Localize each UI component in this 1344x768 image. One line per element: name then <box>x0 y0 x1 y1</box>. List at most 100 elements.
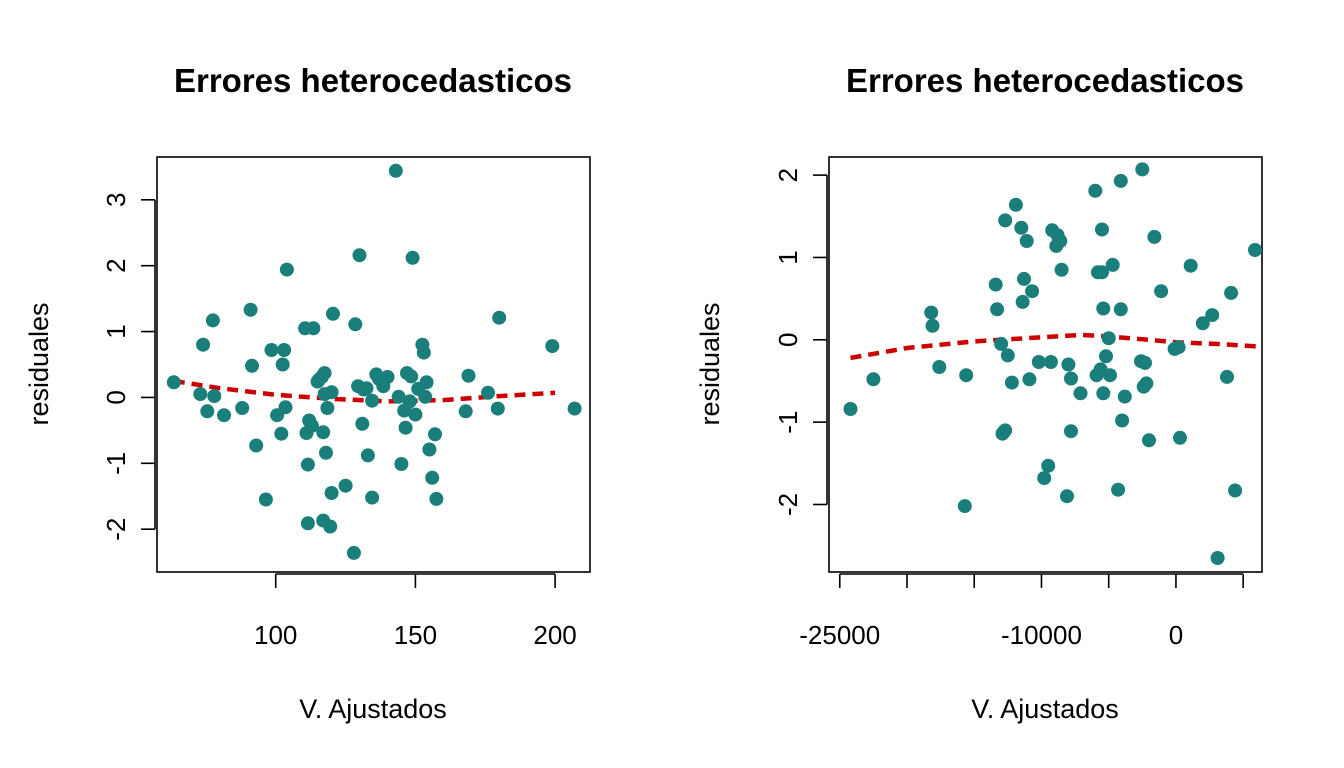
trend-layer <box>173 378 556 404</box>
data-point <box>1008 197 1023 212</box>
data-point <box>1224 285 1239 300</box>
data-point <box>245 358 259 373</box>
y-tick-label: 1 <box>101 324 131 338</box>
data-point <box>1064 371 1078 386</box>
data-point <box>264 343 279 357</box>
data-point <box>932 360 947 374</box>
data-point <box>193 387 208 402</box>
data-point <box>1111 482 1126 497</box>
x-tick-label: 100 <box>254 620 297 650</box>
data-point <box>205 313 220 328</box>
data-point <box>258 492 273 507</box>
data-point <box>323 519 338 534</box>
x-tick-label: -10000 <box>1001 620 1082 650</box>
data-point <box>1043 355 1058 369</box>
data-point <box>355 416 370 431</box>
y-tick-label: 0 <box>101 390 131 404</box>
data-point <box>1248 243 1262 257</box>
data-point <box>196 337 211 352</box>
y-tick-label: 2 <box>101 258 131 272</box>
data-point <box>305 418 319 433</box>
axes: 100 150 200 -2 -1 0 1 2 3 <box>101 193 577 650</box>
data-point <box>1096 386 1111 401</box>
data-point <box>1015 294 1030 309</box>
trend-layer <box>850 332 1257 361</box>
chart-panel-left: Errores heterocedasticos residuales V. A… <box>24 62 591 724</box>
points-layer <box>843 162 1262 565</box>
data-point <box>843 402 858 416</box>
data-point <box>1014 220 1029 235</box>
data-point <box>1101 331 1116 346</box>
y-tick-label: 2 <box>773 168 803 182</box>
data-point <box>924 305 939 320</box>
data-point <box>166 375 181 390</box>
data-point <box>1183 258 1198 273</box>
x-axis-label: V. Ajustados <box>971 694 1119 724</box>
data-point <box>319 445 333 460</box>
data-point <box>388 163 403 178</box>
data-point <box>1096 301 1111 316</box>
chart-title: Errores heterocedasticos <box>174 62 572 99</box>
data-point <box>988 277 1003 292</box>
data-point <box>1138 355 1152 370</box>
data-point <box>461 368 476 383</box>
data-point <box>338 478 353 493</box>
data-point <box>391 389 406 404</box>
data-point <box>380 370 395 384</box>
data-point <box>1105 257 1120 272</box>
data-point <box>274 426 289 441</box>
data-point <box>346 545 361 560</box>
y-tick-label: -1 <box>773 411 803 434</box>
data-point <box>200 404 215 419</box>
data-point <box>243 302 258 317</box>
data-point <box>300 516 315 531</box>
data-point <box>1000 348 1015 363</box>
axes: -25000 -10000 0 -2 -1 0 1 2 <box>773 168 1244 650</box>
data-point <box>365 490 380 505</box>
data-point <box>422 442 437 457</box>
data-point <box>1173 430 1187 445</box>
data-point <box>275 357 290 372</box>
data-point <box>408 407 423 422</box>
data-point <box>990 302 1005 317</box>
plot-frame <box>156 156 591 573</box>
data-point <box>567 401 582 416</box>
data-point <box>959 368 974 383</box>
data-point <box>1154 284 1169 299</box>
data-point <box>419 375 434 390</box>
data-point <box>279 262 294 277</box>
data-point <box>425 470 440 485</box>
data-point <box>866 372 881 387</box>
trend-line <box>173 378 556 404</box>
data-point <box>458 404 473 419</box>
data-point <box>925 318 940 333</box>
data-point <box>1113 302 1128 317</box>
plot-frame <box>828 156 1263 573</box>
data-point <box>998 213 1013 228</box>
data-point <box>1099 349 1113 364</box>
data-point <box>316 425 331 440</box>
data-point <box>1205 308 1220 323</box>
x-axis-label: V. Ajustados <box>299 694 447 724</box>
data-point <box>1228 483 1243 498</box>
points-layer <box>166 163 582 560</box>
data-point <box>490 401 505 416</box>
data-point <box>320 401 335 415</box>
data-point <box>1135 162 1150 177</box>
data-point <box>360 448 375 463</box>
data-point <box>998 423 1013 438</box>
y-axis-label: residuales <box>695 302 725 425</box>
data-point <box>1025 284 1040 299</box>
data-point <box>300 457 315 472</box>
data-point <box>405 250 420 265</box>
data-point <box>1022 372 1037 387</box>
data-point <box>277 343 292 357</box>
data-point <box>359 381 374 396</box>
data-point <box>1004 375 1019 390</box>
x-tick-label: -25000 <box>799 620 880 650</box>
data-point <box>235 401 250 415</box>
data-point <box>217 408 231 423</box>
data-point <box>1113 173 1128 188</box>
data-point <box>1064 424 1078 439</box>
